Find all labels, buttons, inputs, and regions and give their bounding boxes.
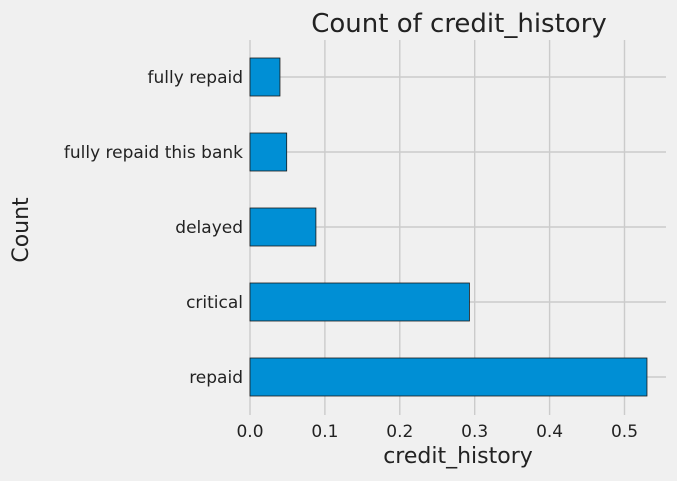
x-tick-labels: 0.0 0.1 0.2 0.3 0.4 0.5 (236, 422, 638, 442)
x-axis-label: credit_history (383, 444, 533, 469)
y-tick-label: delayed (175, 218, 243, 238)
chart-title: Count of credit_history (311, 9, 607, 39)
bar-critical (249, 282, 470, 322)
x-tick-label: 0.1 (311, 422, 338, 442)
y-tick-labels: repaid critical delayed fully repaid this b… (64, 68, 243, 388)
bar-fully-repaid-this-bank (249, 132, 288, 172)
y-tick-label: fully repaid (148, 68, 243, 88)
y-tick-label: critical (186, 293, 243, 313)
x-tick-label: 0.0 (236, 422, 263, 442)
x-tick-label: 0.5 (611, 422, 638, 442)
y-axis-label: Count (9, 197, 34, 263)
x-tick-label: 0.4 (536, 422, 563, 442)
x-tick-label: 0.2 (386, 422, 413, 442)
bar-fully-repaid (249, 57, 281, 97)
x-tick-label: 0.3 (461, 422, 488, 442)
bar-repaid (249, 357, 648, 397)
bars (249, 57, 648, 397)
y-tick-label: repaid (189, 368, 243, 388)
y-tick-label: fully repaid this bank (64, 143, 243, 163)
bar-delayed (249, 207, 317, 247)
